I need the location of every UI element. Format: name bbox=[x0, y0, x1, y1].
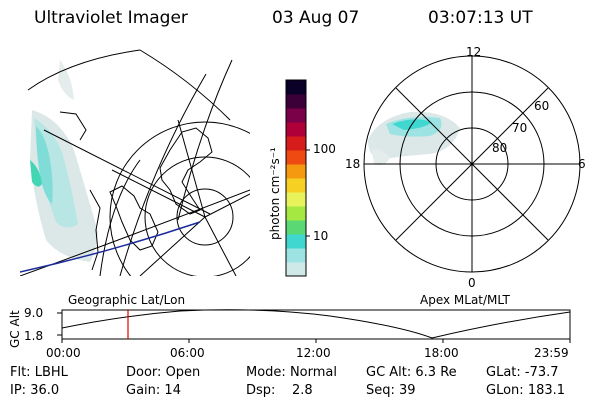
instrument-title: Ultraviolet Imager bbox=[34, 8, 188, 28]
glon-field: GLon: 183.1 bbox=[486, 383, 566, 398]
map-coastlines bbox=[59, 111, 213, 271]
door-field: Door: Open bbox=[126, 365, 201, 380]
flt-field: Flt: LBHL bbox=[10, 365, 68, 380]
observation-time: 03:07:13 UT bbox=[428, 8, 533, 28]
mlt-label-6: 6 bbox=[578, 157, 586, 171]
colorbar-step bbox=[286, 220, 306, 235]
mlat-label-60: 60 bbox=[534, 99, 549, 113]
alt-xtick-2359: 23:59 bbox=[534, 346, 569, 360]
mode-field: Mode: Normal bbox=[246, 365, 337, 380]
alt-xtick-1800: 18:00 bbox=[424, 346, 459, 360]
colorbar-step bbox=[286, 206, 306, 221]
observation-date: 03 Aug 07 bbox=[272, 8, 360, 28]
alt-ytick-1.8: 1.8 bbox=[24, 329, 43, 343]
mlt-label-0: 0 bbox=[468, 276, 476, 290]
alt-axis-label: GC Alt bbox=[8, 310, 22, 348]
mlat-label-70: 70 bbox=[512, 121, 527, 135]
gain-field: Gain: 14 bbox=[126, 383, 181, 398]
colorbar-step bbox=[286, 108, 306, 123]
colorbar-step bbox=[286, 150, 306, 165]
colorbar-step bbox=[286, 80, 306, 95]
colorbar-step bbox=[286, 234, 306, 249]
mlat-label-80: 80 bbox=[492, 141, 507, 155]
colorbar-step bbox=[286, 164, 306, 179]
ip-field: IP: 36.0 bbox=[10, 383, 60, 398]
colorbar-step bbox=[286, 178, 306, 193]
polar-plot: 12 18 6 0 60 70 80 bbox=[345, 45, 586, 290]
colorbar-tick-10: 10 bbox=[313, 229, 328, 243]
polar-caption: Apex MLat/MLT bbox=[420, 293, 510, 307]
alt-xtick-0000: 00:00 bbox=[46, 346, 81, 360]
spacecraft-ground-track bbox=[20, 221, 201, 273]
mlt-label-18: 18 bbox=[345, 157, 360, 171]
colorbar-step bbox=[286, 262, 306, 277]
aurora-map-emission bbox=[30, 60, 98, 262]
map-caption: Geographic Lat/Lon bbox=[68, 293, 185, 307]
gc-alt-field: GC Alt: 6.3 Re bbox=[366, 365, 457, 380]
dsp-field: Dsp: 2.8 bbox=[246, 383, 313, 398]
colorbar bbox=[286, 80, 306, 277]
alt-ytick-9: 9.0 bbox=[24, 306, 43, 320]
alt-xtick-0600: 06:00 bbox=[170, 346, 205, 360]
glat-field: GLat: -73.7 bbox=[486, 365, 559, 380]
geographic-map bbox=[20, 49, 250, 276]
colorbar-step bbox=[286, 248, 306, 263]
aurora-polar-emission bbox=[368, 111, 460, 166]
altitude-plot: 9.0 1.8 GC Alt 00:00 06:00 12:00 18:00 2… bbox=[8, 306, 571, 360]
mlt-label-12: 12 bbox=[466, 45, 481, 59]
colorbar-step bbox=[286, 122, 306, 137]
alt-xtick-1200: 12:00 bbox=[296, 346, 331, 360]
colorbar-step bbox=[286, 192, 306, 207]
colorbar-tick-100: 100 bbox=[313, 142, 336, 156]
colorbar-unit-label: photon cm⁻²s⁻¹ bbox=[268, 147, 282, 240]
seq-field: Seq: 39 bbox=[366, 383, 416, 398]
colorbar-step bbox=[286, 94, 306, 109]
colorbar-step bbox=[286, 136, 306, 151]
